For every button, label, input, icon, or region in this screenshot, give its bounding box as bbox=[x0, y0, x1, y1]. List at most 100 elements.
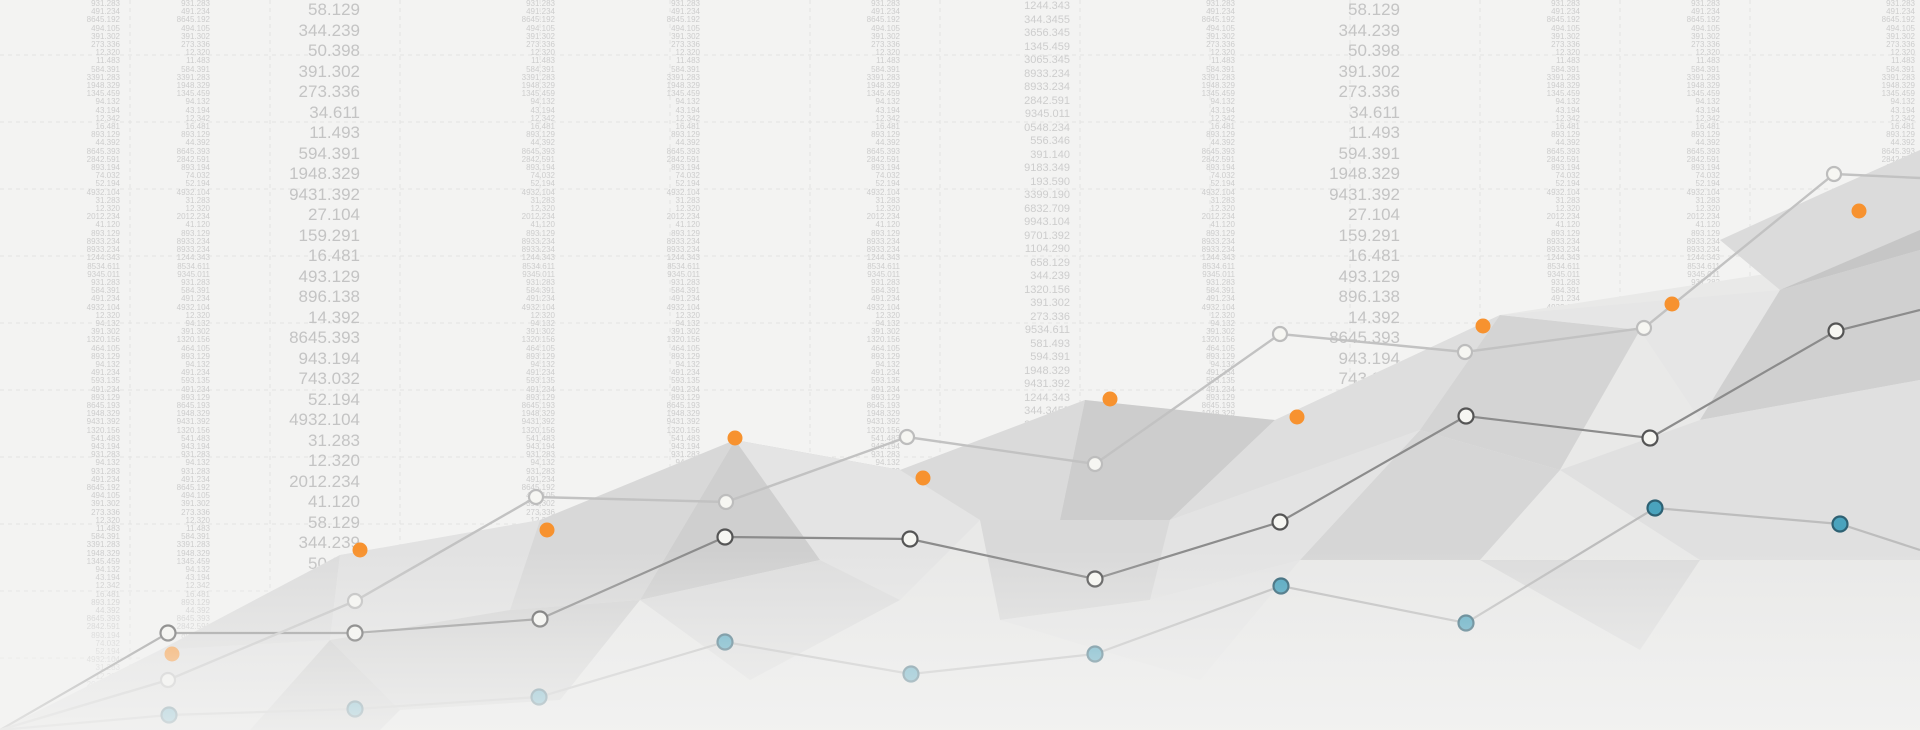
background-number: 12.342 bbox=[95, 113, 120, 123]
background-number: 8933.234 bbox=[86, 245, 120, 255]
background-number: 12.320 bbox=[530, 310, 555, 320]
background-number: 2012.234 bbox=[1686, 212, 1720, 222]
background-number: 931.283 bbox=[91, 0, 120, 8]
orange-dot bbox=[1851, 203, 1867, 219]
background-number: 94.132 bbox=[875, 359, 900, 369]
background-number: 391.302 bbox=[1206, 327, 1235, 337]
background-number: 94.132 bbox=[875, 318, 900, 328]
background-number: 12.320 bbox=[530, 204, 555, 214]
background-number: 8933.234 bbox=[666, 245, 700, 255]
background-number: 4932.104 bbox=[1546, 187, 1580, 197]
background-number: 3391.283 bbox=[86, 540, 120, 550]
background-number: 11.483 bbox=[1696, 56, 1720, 66]
background-number: 3391.283 bbox=[1881, 72, 1915, 82]
background-number: 31.283 bbox=[95, 195, 120, 205]
background-number: 943.194 bbox=[671, 441, 700, 451]
background-number: 8534.611 bbox=[1547, 261, 1580, 271]
background-number: 8645.393 bbox=[521, 146, 555, 156]
background-number: 2012.234 bbox=[1201, 212, 1235, 222]
background-number: 16.481 bbox=[185, 122, 210, 132]
background-number: 494.105 bbox=[91, 491, 120, 501]
background-number: 8933.234 bbox=[1686, 245, 1720, 255]
background-number: 12.320 bbox=[185, 48, 210, 58]
background-number: 1948.329 bbox=[1201, 81, 1235, 91]
background-number: 584.391 bbox=[1691, 64, 1720, 74]
background-number: 4932.104 bbox=[866, 187, 900, 197]
light-marker bbox=[527, 488, 545, 506]
background-number: 4932.104 bbox=[86, 187, 120, 197]
background-number: 12.320 bbox=[1210, 204, 1235, 214]
background-number: 893.129 bbox=[671, 228, 700, 238]
background-number: 12.320 bbox=[185, 515, 210, 525]
background-number: 31.283 bbox=[1555, 195, 1580, 205]
background-number: 491.234 bbox=[91, 294, 120, 304]
background-number: 931.283 bbox=[91, 466, 120, 476]
orange-dot bbox=[1664, 296, 1680, 312]
background-number: 1345.459 bbox=[1881, 89, 1915, 99]
background-number: 4932.104 bbox=[176, 187, 210, 197]
background-number: 493.129 bbox=[298, 266, 360, 286]
background-number: 584.391 bbox=[1206, 286, 1235, 296]
background-number: 491.234 bbox=[526, 474, 555, 484]
background-number: 1948.329 bbox=[866, 81, 900, 91]
background-number: 1948.329 bbox=[289, 164, 360, 183]
background-number: 8933.234 bbox=[521, 245, 555, 255]
background-number: 893.129 bbox=[526, 392, 555, 402]
background-number: 1948.329 bbox=[1686, 81, 1720, 91]
background-number: 43.194 bbox=[1695, 105, 1720, 115]
background-number: 58.129 bbox=[308, 0, 360, 19]
background-number: 41.120 bbox=[185, 220, 210, 230]
background-number: 44.392 bbox=[1695, 138, 1720, 148]
background-number: 12.320 bbox=[530, 48, 555, 58]
background-number: 931.283 bbox=[1206, 0, 1235, 8]
background-number: 94.132 bbox=[95, 359, 120, 369]
background-number: 3391.283 bbox=[176, 72, 210, 82]
background-number: 556.346 bbox=[1030, 135, 1070, 147]
background-number: 273.336 bbox=[298, 82, 360, 101]
background-number: 494.105 bbox=[671, 23, 700, 33]
background-number: 2842.591 bbox=[1201, 154, 1235, 164]
background-number: 8534.611 bbox=[1687, 261, 1720, 271]
background-number: 1244.343 bbox=[666, 253, 700, 263]
background-number: 9345.011 bbox=[522, 269, 555, 279]
background-number: 43.194 bbox=[1210, 105, 1235, 115]
dark-marker bbox=[1457, 407, 1475, 425]
background-number: 1948.329 bbox=[666, 81, 700, 91]
background-number: 1345.459 bbox=[666, 89, 700, 99]
background-number: 1244.343 bbox=[521, 253, 555, 263]
background-number: 931.283 bbox=[871, 450, 900, 460]
terrain-facet bbox=[1780, 230, 1920, 290]
background-number: 896.138 bbox=[1338, 287, 1400, 306]
background-number: 931.283 bbox=[1691, 0, 1720, 8]
background-number: 658.129 bbox=[1030, 256, 1070, 269]
background-number: 1244.343 bbox=[1686, 253, 1720, 263]
background-number: 1948.329 bbox=[1201, 409, 1235, 419]
background-number: 584.391 bbox=[1551, 64, 1580, 74]
background-number: 11.483 bbox=[186, 56, 210, 66]
background-number: 11.483 bbox=[1211, 56, 1235, 66]
terrain-facet bbox=[1500, 290, 1780, 420]
background-number: 893.129 bbox=[181, 130, 210, 140]
background-number: 2842.591 bbox=[866, 154, 900, 164]
background-number: 1320.156 bbox=[866, 335, 900, 345]
background-number: 464.105 bbox=[671, 343, 700, 353]
bottom-fade-overlay bbox=[0, 550, 1920, 730]
background-number: 344.239 bbox=[1030, 270, 1070, 282]
background-number: 8645.192 bbox=[1686, 15, 1720, 25]
background-number: 94.132 bbox=[95, 318, 120, 328]
dark-marker bbox=[1271, 513, 1289, 531]
background-number: 34.611 bbox=[309, 102, 360, 122]
background-number: 273.336 bbox=[1551, 40, 1580, 50]
terrain-facet bbox=[1300, 430, 1560, 560]
background-number: 1244.343 bbox=[1024, 0, 1070, 12]
background-number: 8933.234 bbox=[86, 236, 120, 246]
background-number: 9345.011 bbox=[1547, 269, 1580, 279]
background-number: 74.032 bbox=[675, 171, 700, 181]
background-number: 391.302 bbox=[671, 327, 700, 337]
background-number: 9345.011 bbox=[867, 269, 900, 279]
background-number: 391.302 bbox=[91, 499, 120, 509]
background-number: 943.194 bbox=[526, 441, 555, 451]
background-number: 8645.193 bbox=[1201, 400, 1235, 410]
background-number: 593.135 bbox=[91, 376, 120, 386]
background-number: 3391.283 bbox=[1546, 72, 1580, 82]
